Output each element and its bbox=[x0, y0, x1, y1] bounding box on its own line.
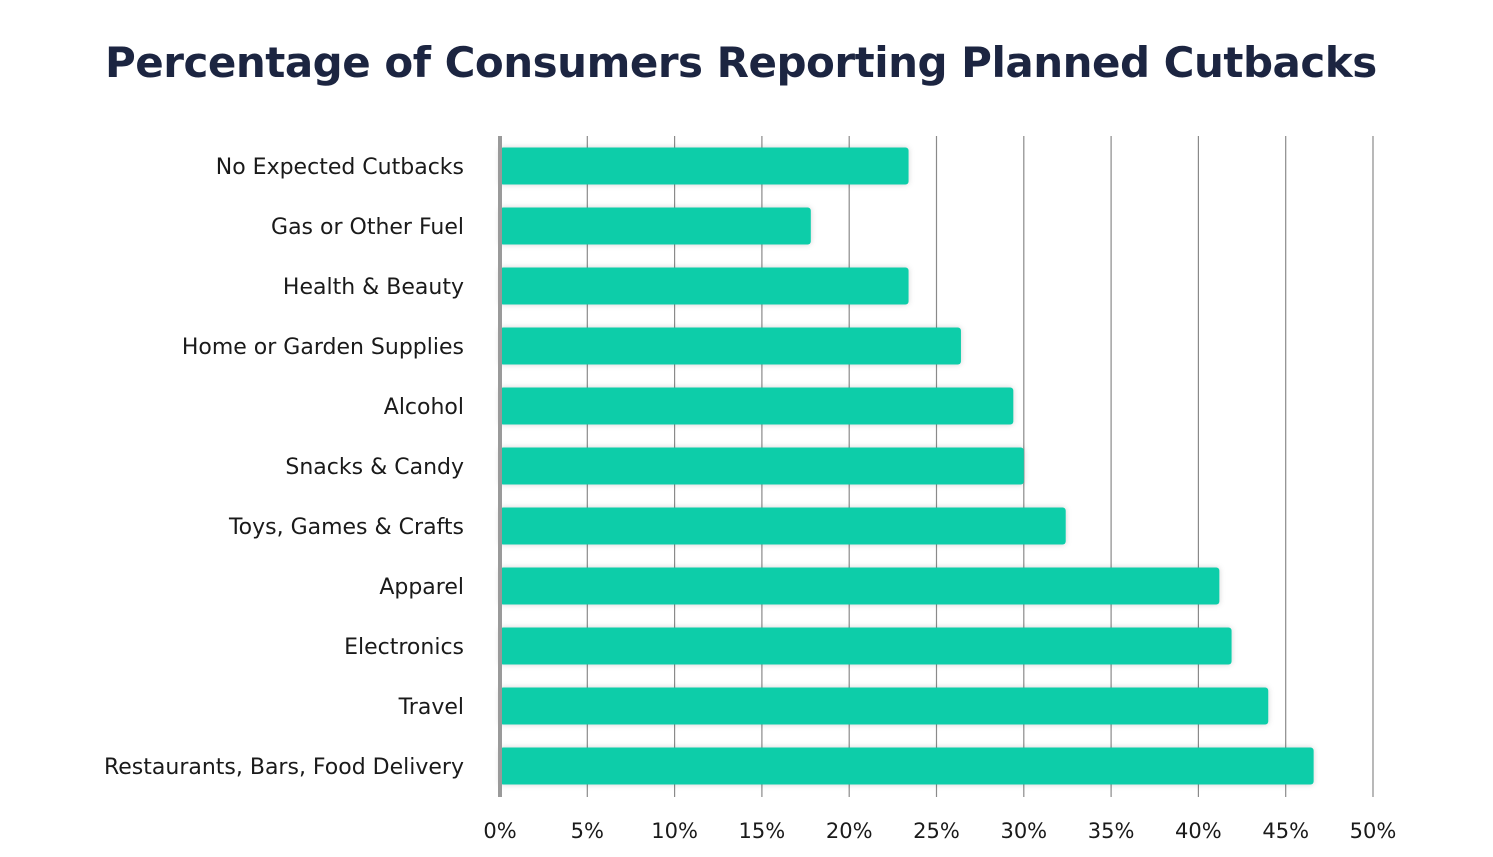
bar bbox=[500, 627, 1232, 665]
x-tick-label: 15% bbox=[739, 819, 786, 843]
x-tick-labels: 0% 5% 10% 15% 20% 25% 30% 35% 40% 45% 50% bbox=[483, 819, 1396, 843]
bar bbox=[500, 147, 909, 185]
chart-title: Percentage of Consumers Reporting Planne… bbox=[105, 38, 1377, 87]
bar bbox=[500, 207, 811, 245]
category-label: Electronics bbox=[344, 635, 464, 660]
bar bbox=[500, 687, 1269, 725]
category-label: Travel bbox=[398, 695, 464, 720]
category-label: Gas or Other Fuel bbox=[271, 215, 464, 240]
bar bbox=[500, 267, 909, 305]
x-tick-label: 35% bbox=[1088, 819, 1135, 843]
bar bbox=[500, 507, 1066, 545]
x-tick-label: 50% bbox=[1350, 819, 1397, 843]
category-label: Home or Garden Supplies bbox=[182, 335, 464, 360]
category-label: Restaurants, Bars, Food Delivery bbox=[104, 755, 464, 780]
category-label: Alcohol bbox=[384, 395, 464, 420]
x-tick-label: 5% bbox=[571, 819, 604, 843]
bar bbox=[500, 327, 961, 365]
x-tick-label: 45% bbox=[1262, 819, 1309, 843]
x-tick-label: 40% bbox=[1175, 819, 1222, 843]
category-label: Apparel bbox=[379, 575, 464, 600]
bar bbox=[500, 747, 1314, 785]
bars bbox=[500, 147, 1314, 785]
bar bbox=[500, 387, 1014, 425]
bar bbox=[500, 567, 1220, 605]
x-tick-label: 25% bbox=[913, 819, 960, 843]
category-label: No Expected Cutbacks bbox=[216, 155, 464, 180]
category-labels: No Expected Cutbacks Gas or Other Fuel Hea… bbox=[104, 155, 464, 780]
x-tick-label: 10% bbox=[651, 819, 698, 843]
category-label: Toys, Games & Crafts bbox=[228, 515, 464, 540]
category-label: Snacks & Candy bbox=[285, 455, 464, 480]
category-label: Health & Beauty bbox=[283, 275, 464, 300]
bar bbox=[500, 447, 1024, 485]
x-tick-label: 30% bbox=[1000, 819, 1047, 843]
x-tick-label: 0% bbox=[483, 819, 516, 843]
x-tick-label: 20% bbox=[826, 819, 873, 843]
